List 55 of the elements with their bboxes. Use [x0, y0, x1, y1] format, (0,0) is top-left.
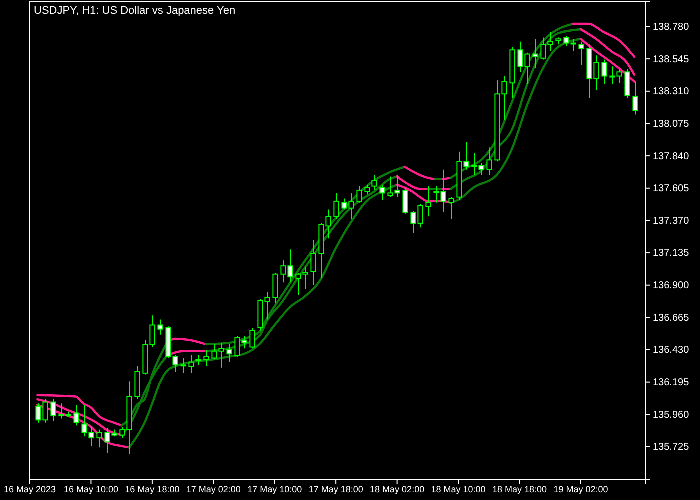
y-tick-label: 138.075: [653, 118, 690, 130]
chart-title: USDJPY, H1: US Dollar vs Japanese Yen: [34, 5, 236, 17]
x-tick-label: 17 May 02:00: [186, 484, 241, 494]
candlestick: [50, 399, 56, 422]
y-tick-label: 136.430: [653, 345, 690, 356]
candlestick: [372, 174, 378, 191]
y-tick-label: 136.665: [653, 312, 690, 324]
candlestick: [486, 147, 492, 176]
line-series: [580, 38, 636, 83]
x-tick-label: 17 May 10:00: [248, 484, 302, 494]
candlestick: [188, 355, 194, 374]
candlestick: [624, 68, 630, 99]
candlestick: [272, 272, 278, 304]
candlestick: [578, 41, 584, 66]
y-tick-label: 136.900: [653, 280, 690, 292]
candlestick: [204, 350, 210, 368]
y-tick-label: 137.135: [653, 248, 690, 260]
candlestick: [158, 319, 164, 336]
candlestick: [226, 344, 232, 363]
y-tick-label: 138.310: [653, 86, 690, 98]
candlestick: [426, 186, 432, 218]
line-series: [580, 28, 636, 76]
candlestick: [310, 239, 316, 286]
x-tick-label: 18 May 02:00: [370, 484, 425, 494]
candlestick: [402, 187, 408, 214]
candlestick: [96, 429, 102, 448]
y-tick-label: 138.780: [653, 22, 690, 33]
x-tick-label: 16 May 18:00: [125, 484, 180, 494]
y-tick-label: 137.605: [653, 184, 690, 195]
candlestick: [632, 81, 638, 116]
candlestick: [180, 358, 186, 374]
x-tick-label: 18 May 18:00: [492, 484, 548, 494]
x-tick-label: 18 May 10:00: [431, 484, 486, 494]
candlestick: [380, 184, 386, 201]
candlestick: [74, 404, 80, 426]
candlestick: [250, 328, 256, 350]
line-series: [572, 22, 636, 58]
x-tick-label: 19 May 02:00: [554, 484, 608, 494]
x-tick-label: 16 May 2023: [4, 484, 56, 494]
x-tick-label: 17 May 18:00: [308, 484, 364, 494]
y-tick-label: 138.545: [653, 54, 690, 66]
candlestick: [448, 196, 454, 220]
line-series: [404, 166, 437, 181]
candlestick: [364, 184, 370, 196]
candlestick: [356, 186, 362, 204]
y-tick-label: 137.370: [653, 216, 690, 227]
candlestick: [196, 355, 202, 366]
candlestick: [532, 38, 538, 69]
y-tick-label: 136.195: [653, 378, 690, 389]
x-tick-label: 16 May 10:00: [64, 484, 118, 494]
candlestick: [602, 59, 608, 86]
y-tick-label: 135.725: [653, 442, 690, 454]
candlestick: [334, 192, 340, 220]
y-tick-label: 135.960: [653, 410, 690, 421]
y-tick-label: 137.840: [653, 151, 690, 162]
